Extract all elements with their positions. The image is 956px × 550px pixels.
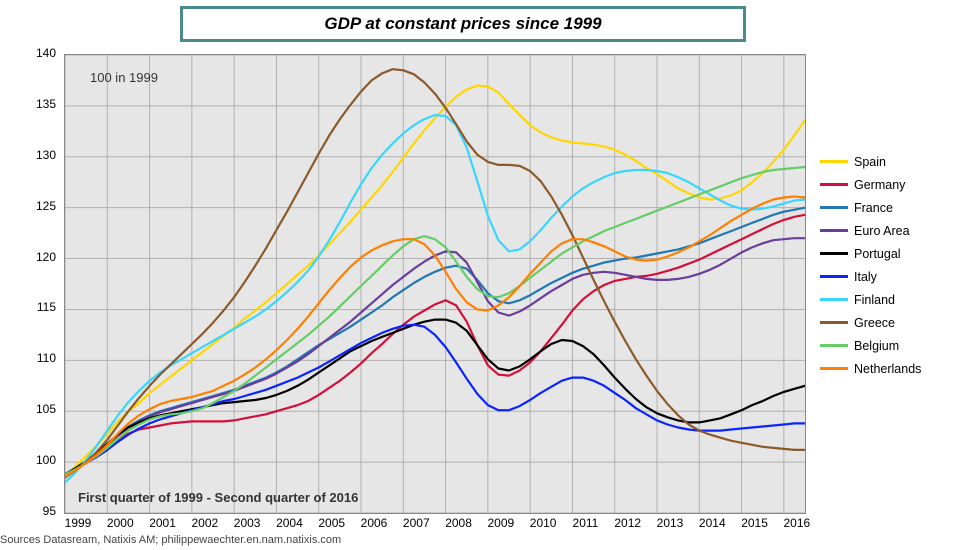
plot-svg [65,55,805,513]
ytick-label: 130 [0,148,56,162]
note-base-100: 100 in 1999 [90,70,158,85]
xtick-label: 2011 [565,516,605,530]
xtick-label: 2002 [185,516,225,530]
legend-label: Germany [854,178,905,192]
series-line-france [65,208,805,475]
legend-swatch [820,160,848,163]
legend-label: Italy [854,270,877,284]
legend: Spain Germany France Euro Area Portugal Italy… [820,150,950,380]
legend-swatch [820,183,848,186]
ytick-label: 140 [0,46,56,60]
legend-label: Greece [854,316,895,330]
chart-root: { "title": "GDP at constant prices since… [0,0,956,550]
series-line-euro-area [65,238,805,474]
legend-item-italy: Italy [820,265,950,288]
xtick-label: 2013 [650,516,690,530]
series-line-germany [65,215,805,475]
chart-title-box: GDP at constant prices since 1999 [180,6,746,42]
legend-swatch [820,206,848,209]
legend-label: Netherlands [854,362,921,376]
ytick-label: 110 [0,351,56,365]
xtick-label: 2016 [777,516,817,530]
xtick-label: 2012 [608,516,648,530]
legend-swatch [820,367,848,370]
legend-item-finland: Finland [820,288,950,311]
ytick-label: 100 [0,453,56,467]
xtick-label: 2010 [523,516,563,530]
legend-label: Spain [854,155,886,169]
ytick-label: 105 [0,402,56,416]
series-line-greece [65,69,805,477]
legend-item-france: France [820,196,950,219]
legend-swatch [820,321,848,324]
xtick-label: 2008 [439,516,479,530]
legend-item-belgium: Belgium [820,334,950,357]
ytick-label: 115 [0,300,56,314]
xtick-label: 2000 [100,516,140,530]
legend-item-greece: Greece [820,311,950,334]
xtick-label: 2004 [269,516,309,530]
legend-label: Finland [854,293,895,307]
legend-swatch [820,344,848,347]
series-line-spain [65,86,805,478]
legend-swatch [820,298,848,301]
legend-item-germany: Germany [820,173,950,196]
legend-swatch [820,275,848,278]
xtick-label: 2007 [396,516,436,530]
legend-label: Belgium [854,339,899,353]
legend-item-netherlands: Netherlands [820,357,950,380]
chart-title: GDP at constant prices since 1999 [324,14,601,34]
legend-swatch [820,229,848,232]
legend-item-spain: Spain [820,150,950,173]
series-line-portugal [65,320,805,475]
ytick-label: 95 [0,504,56,518]
legend-swatch [820,252,848,255]
legend-item-portugal: Portugal [820,242,950,265]
xtick-label: 2006 [354,516,394,530]
ytick-label: 120 [0,250,56,264]
source-note: Sources Datasream, Natixis AM; philippew… [0,534,341,546]
legend-item-euro-area: Euro Area [820,219,950,242]
xtick-label: 2005 [312,516,352,530]
plot-area [64,54,806,514]
legend-label: Euro Area [854,224,910,238]
xtick-label: 2003 [227,516,267,530]
xtick-label: 1999 [58,516,98,530]
ytick-label: 135 [0,97,56,111]
xtick-label: 2001 [143,516,183,530]
ytick-label: 125 [0,199,56,213]
xtick-label: 2014 [692,516,732,530]
legend-label: Portugal [854,247,901,261]
note-date-range: First quarter of 1999 - Second quarter o… [78,490,358,505]
xtick-label: 2015 [735,516,775,530]
xtick-label: 2009 [481,516,521,530]
legend-label: France [854,201,893,215]
